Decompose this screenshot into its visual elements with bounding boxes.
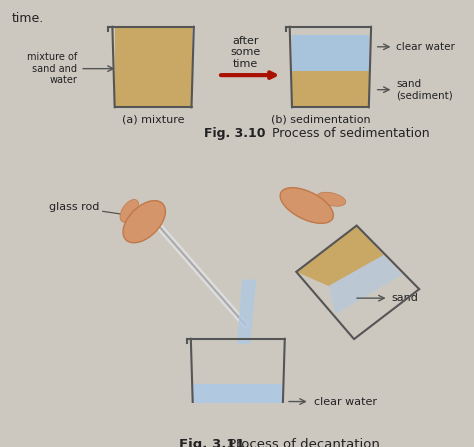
Ellipse shape [280,188,333,224]
Polygon shape [292,35,369,71]
Text: sand: sand [392,293,419,303]
Text: clear water: clear water [396,42,455,52]
Text: clear water: clear water [314,396,377,407]
Text: (a) mixture: (a) mixture [122,115,184,125]
Text: Fig. 3.10: Fig. 3.10 [204,127,265,140]
Ellipse shape [317,192,346,206]
Text: Process of decantation: Process of decantation [224,438,380,447]
Ellipse shape [120,199,139,222]
Text: time.: time. [11,12,44,25]
Ellipse shape [123,201,165,243]
Text: mixture of
sand and
water: mixture of sand and water [27,52,77,85]
Text: sand
(sediment): sand (sediment) [396,79,453,101]
Polygon shape [115,26,191,107]
Polygon shape [238,280,255,343]
Polygon shape [328,255,402,314]
Text: Process of sedimentation: Process of sedimentation [268,127,430,140]
Text: after
some
time: after some time [230,36,261,69]
Polygon shape [296,226,384,286]
Text: (b) sedimentation: (b) sedimentation [271,115,370,125]
Text: Fig. 3.11: Fig. 3.11 [179,438,244,447]
Text: glass rod: glass rod [49,202,99,212]
Polygon shape [292,71,369,107]
Polygon shape [193,384,282,429]
